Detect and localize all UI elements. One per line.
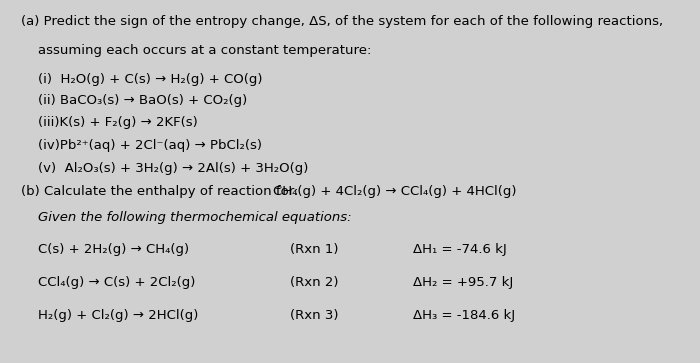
Text: CCl₄(g) → C(s) + 2Cl₂(g): CCl₄(g) → C(s) + 2Cl₂(g) (38, 276, 196, 289)
Text: C(s) + 2H₂(g) → CH₄(g): C(s) + 2H₂(g) → CH₄(g) (38, 243, 190, 256)
Text: (iv)Pb²⁺(aq) + 2Cl⁻(aq) → PbCl₂(s): (iv)Pb²⁺(aq) + 2Cl⁻(aq) → PbCl₂(s) (38, 139, 262, 152)
Text: assuming each occurs at a constant temperature:: assuming each occurs at a constant tempe… (38, 44, 372, 57)
Text: (v)  Al₂O₃(s) + 3H₂(g) → 2Al(s) + 3H₂O(g): (v) Al₂O₃(s) + 3H₂(g) → 2Al(s) + 3H₂O(g) (38, 162, 309, 175)
Text: ΔH₃ = -184.6 kJ: ΔH₃ = -184.6 kJ (413, 309, 515, 322)
Text: (i)  H₂O(g) + C(s) → H₂(g) + CO(g): (i) H₂O(g) + C(s) → H₂(g) + CO(g) (38, 73, 263, 86)
Text: ΔH₁ = -74.6 kJ: ΔH₁ = -74.6 kJ (413, 243, 507, 256)
Text: (iii)K(s) + F₂(g) → 2KF(s): (iii)K(s) + F₂(g) → 2KF(s) (38, 116, 198, 129)
Text: H₂(g) + Cl₂(g) → 2HCl(g): H₂(g) + Cl₂(g) → 2HCl(g) (38, 309, 199, 322)
Text: (Rxn 1): (Rxn 1) (290, 243, 339, 256)
Text: Given the following thermochemical equations:: Given the following thermochemical equat… (38, 211, 352, 224)
Text: (Rxn 2): (Rxn 2) (290, 276, 339, 289)
Text: (a) Predict the sign of the entropy change, ΔS, of the system for each of the fo: (a) Predict the sign of the entropy chan… (21, 15, 663, 28)
Text: CH₄(g) + 4Cl₂(g) → CCl₄(g) + 4HCl(g): CH₄(g) + 4Cl₂(g) → CCl₄(g) + 4HCl(g) (273, 185, 517, 198)
Text: ΔH₂ = +95.7 kJ: ΔH₂ = +95.7 kJ (413, 276, 513, 289)
Text: (ii) BaCO₃(s) → BaO(s) + CO₂(g): (ii) BaCO₃(s) → BaO(s) + CO₂(g) (38, 94, 248, 107)
Text: (b) Calculate the enthalpy of reaction for:: (b) Calculate the enthalpy of reaction f… (21, 185, 298, 198)
Text: (Rxn 3): (Rxn 3) (290, 309, 339, 322)
